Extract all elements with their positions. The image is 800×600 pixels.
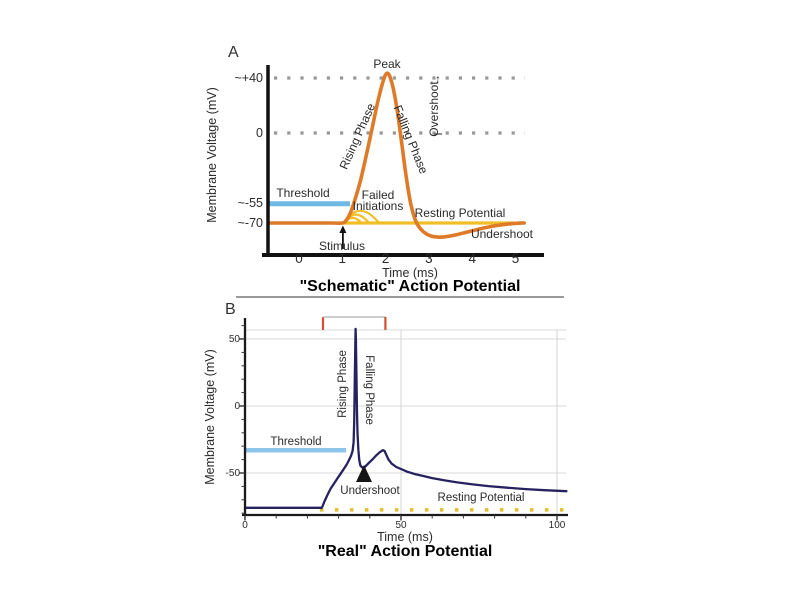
y-tick-50: 50 [229,334,241,345]
x-tick-0: 0 [295,251,303,266]
falling-phase-label-b: Falling Phase [363,355,375,425]
y-tick-minus55: ~-55 [238,196,263,210]
y-tick-zero: 0 [256,126,263,140]
falling-phase-label: Falling Phase [391,103,431,176]
real-action-potential-curve [243,327,568,509]
panel-a-title: "Schematic" Action Potential [300,278,521,295]
threshold-label-a: Threshold [276,186,329,200]
x-tick-4: 4 [468,251,476,266]
x-tick-1: 1 [339,251,347,266]
resting-potential-label-a: Resting Potential [415,206,506,220]
stimulus-arrow [339,225,347,249]
failed-initiations-label-2: Initiations [353,199,404,213]
resting-potential-label-b: Resting Potential [438,492,525,504]
schematic-panel: ~+40 0 ~-55 ~-70 0 1 2 3 4 5 Membrane Vo… [205,44,544,295]
gridlines [245,329,566,515]
x-axis-label-b: Time (ms) [377,530,433,544]
peak-label: Peak [373,57,401,71]
schematic-action-potential-curve [267,71,526,239]
panel-a-letter: A [228,44,239,61]
x-tick-0b: 0 [242,520,248,531]
y-tick-0: 0 [234,401,240,412]
y-axis-label: Membrane Voltage (mV) [205,87,219,222]
x-tick-50b: 50 [395,520,407,531]
real-panel: 50 0 -50 0 50 100 Membrane Voltage (mV) … [203,301,568,560]
rising-phase-label-b: Rising Phase [337,350,349,418]
overshoot-label: Overshoot [427,81,441,137]
y-axis-label-b: Membrane Voltage (mV) [203,349,217,484]
x-axis-label: Time (ms) [382,266,438,280]
failed-initiations-label-1: Failed [362,188,395,202]
y-tick-minus70: ~-70 [238,216,263,230]
x-tick-5: 5 [512,251,520,266]
stimulus-label: Stimulus [319,239,365,253]
panel-b-letter: B [225,301,236,318]
stimulus-pulse [321,316,387,330]
x-tick-2: 2 [382,251,390,266]
x-tick-3: 3 [425,251,433,266]
undershoot-arrow [356,465,372,482]
axis-ticks [239,325,558,521]
panel-separator [236,296,564,298]
panel-b-title: "Real" Action Potential [318,543,493,560]
undershoot-label-a: Undershoot [471,227,534,241]
threshold-label-b: Threshold [270,436,321,448]
y-tick-plus40: ~+40 [234,71,263,85]
undershoot-label-b: Undershoot [340,485,400,497]
x-tick-100b: 100 [549,520,566,531]
overshoot-arrow-icon: ↑ [435,72,441,86]
y-tick-minus50: -50 [226,468,241,479]
